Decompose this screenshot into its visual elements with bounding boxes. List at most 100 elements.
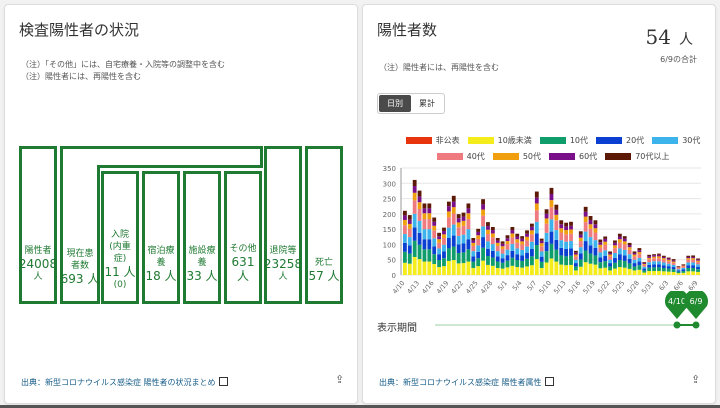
toggle-cumulative[interactable]: 累計 [419,99,435,108]
legend-item[interactable]: 30代 [652,135,700,146]
legend-item[interactable]: 60代 [549,151,597,162]
total-unit: 人 [679,32,693,48]
bar-segment [500,253,505,259]
y-tick-label: 350 [383,165,396,173]
bar-segment [446,206,451,212]
bar-segment [608,263,612,267]
source-text[interactable]: 出典：新型コロナウイルス感染症 陽性者の状況まとめ [21,378,216,387]
bar-segment [510,230,515,234]
bar-segment [681,266,686,268]
legend-item[interactable]: 70代以上 [605,151,669,162]
bar-segment [691,271,696,275]
bar-segment [466,239,471,250]
bar-segment [407,237,412,246]
bar-segment [691,258,696,260]
bar-segment [407,228,412,238]
bar-segment [657,254,661,257]
bar-segment [505,238,510,242]
bar-segment [432,221,437,226]
bar-segment [456,218,461,223]
bar-segment [661,258,666,260]
bar-segment [510,237,515,245]
slider-handle-start[interactable]: 4/10 [665,291,689,329]
bar-segment [456,235,461,245]
bar-segment [666,268,671,272]
bar-segment [671,269,676,272]
bar-segment [578,266,583,275]
source-link[interactable]: 出典：新型コロナウイルス感染症 陽性者の状況まとめ [21,377,228,388]
bar-segment [661,267,666,272]
bar-segment [505,249,510,256]
bar-segment [481,204,485,210]
bar-segment [676,266,681,267]
bar-segment [446,260,451,275]
bar-segment [456,244,461,253]
bar-segment [530,234,534,242]
bar-segment [471,240,476,243]
bar-segment [559,240,564,248]
bar-segment [559,232,564,241]
bar-segment [671,271,676,275]
bar-segment [446,227,451,239]
bar-segment [486,222,490,227]
legend-item[interactable]: 40代 [436,151,485,162]
bar-segment [525,246,529,253]
share-icon[interactable]: ⇪ [691,373,701,386]
legend-item[interactable]: 非公表 [405,135,460,146]
bar-segment [603,250,608,256]
bar-segment [427,219,432,230]
legend-swatch [492,153,519,160]
bar-segment [466,249,471,262]
bar-segment [652,271,656,275]
box-severe: (0) [113,280,127,290]
bar-segment [476,231,481,236]
bar-segment [412,213,417,228]
bar-segment [510,233,515,238]
legend-item[interactable]: 50代 [492,151,541,162]
bar-segment [661,265,666,268]
box-unit: 人 [33,272,43,282]
legend-item[interactable]: 20代 [596,135,644,146]
bar-segment [549,243,554,259]
bar-segment [593,264,598,275]
bar-segment [564,230,569,235]
bar-segment [539,246,544,252]
bar-segment [647,264,652,268]
bar-segment [544,218,549,224]
share-icon[interactable]: ⇪ [335,373,345,386]
box-value: 18 人 [145,269,177,283]
legend-item[interactable]: 10歳未満 [467,135,532,146]
bar-segment [554,249,559,262]
period-slider[interactable]: 4/10 6/9 [363,291,715,335]
legend-item[interactable]: 10代 [539,135,588,146]
bar-segment [564,222,569,227]
bar-segment [515,236,520,240]
source-text[interactable]: 出典：新型コロナウイルス感染症 陽性者属性 [379,378,542,387]
bar-segment [642,268,647,271]
bar-segment [578,253,583,260]
bar-segment [446,201,451,207]
legend-swatch [652,137,679,144]
bar-segment [481,260,485,275]
y-tick-label: 250 [383,196,396,204]
bar-segment [657,253,661,255]
bar-segment [481,215,485,227]
source-link[interactable]: 出典：新型コロナウイルス感染症 陽性者属性 [379,377,554,388]
bar-segment [613,240,617,243]
bar-segment [549,193,554,201]
toggle-daily[interactable]: 日別 [379,95,411,112]
bar-segment [622,267,627,275]
bar-segment [613,248,617,253]
bar-segment [442,266,446,275]
bar-segment [588,215,593,220]
bar-segment [657,271,661,275]
bar-segment [530,256,534,266]
bar-segment [588,237,593,246]
y-tick-label: 0 [392,272,396,280]
bar-segment [632,263,637,267]
slider-handle-end[interactable]: 6/9 [684,291,708,329]
card-title: 検査陽性者の状況 [19,21,140,39]
bar-segment [432,254,437,264]
bar-segment [573,256,578,260]
